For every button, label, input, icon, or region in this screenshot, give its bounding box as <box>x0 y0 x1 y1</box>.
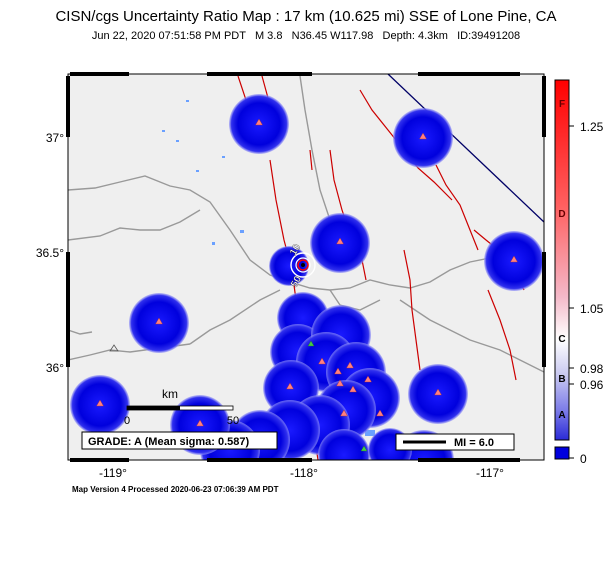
cbar-value-0: 0 <box>580 452 587 466</box>
cbar-value-0-98: 0.98 <box>580 362 604 376</box>
grade-text: GRADE: A (Mean sigma: 0.587) <box>88 436 250 448</box>
scale-bar: km 0 50 <box>124 387 239 427</box>
contour-label-50: 50 <box>289 274 304 290</box>
grade-box <box>81 431 278 450</box>
scale-tick-0: 0 <box>124 415 130 427</box>
station-markers <box>96 118 518 427</box>
map-subtitle: Jun 22, 2020 07:51:58 PM PDT M 3.8 N36.4… <box>91 30 521 42</box>
footer-note: Map Version 4 Processed 2020-06-23 07:06… <box>72 485 279 494</box>
cbar-letter-b: B <box>558 374 565 385</box>
map-frame <box>66 72 546 462</box>
lon-label-117: -117° <box>476 466 504 480</box>
colorbar: F D C B A 1.25 1.05 0.98 0.96 0 <box>554 79 604 466</box>
lat-label-36: 36° <box>46 361 64 375</box>
city-marker <box>109 344 119 352</box>
lon-label-118: -118° <box>290 466 318 480</box>
scale-tick-50: 50 <box>227 415 239 427</box>
scale-unit: km <box>162 387 178 401</box>
cbar-value-1-25: 1.25 <box>580 120 604 134</box>
mi-legend-box <box>395 433 515 451</box>
cbar-value-1-05: 1.05 <box>580 302 604 316</box>
lat-label-37: 37° <box>46 131 64 145</box>
lon-label-119: -119° <box>99 466 127 480</box>
state-line <box>387 74 544 223</box>
lat-label-36-5: 36.5° <box>36 246 64 260</box>
epicenter-marker <box>290 252 316 278</box>
cbar-value-0-96: 0.96 <box>580 378 604 392</box>
cbar-letter-d: D <box>558 209 565 220</box>
mi-legend-text: MI = 6.0 <box>454 437 494 449</box>
station-blobs <box>70 94 544 460</box>
map-area: 10 50 km 0 50 GRADE: A (Mean sigma: 0.58… <box>68 74 544 460</box>
green-station-markers <box>307 340 368 452</box>
cbar-letter-a: A <box>558 410 565 421</box>
map-title: CISN/cgs Uncertainty Ratio Map : 17 km (… <box>55 8 557 25</box>
cbar-letter-f: F <box>559 99 565 110</box>
cbar-letter-c: C <box>558 334 565 345</box>
